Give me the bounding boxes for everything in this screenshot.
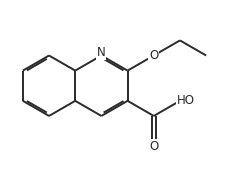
Text: O: O [149, 140, 158, 153]
Text: N: N [97, 46, 106, 59]
Text: O: O [149, 49, 158, 62]
Text: HO: HO [177, 94, 195, 107]
